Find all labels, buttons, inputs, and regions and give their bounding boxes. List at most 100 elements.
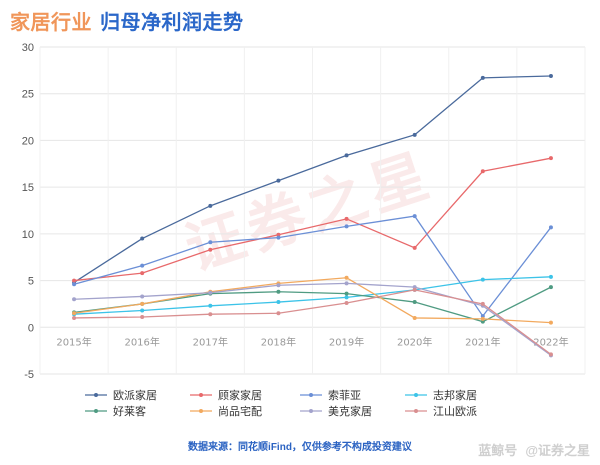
data-point xyxy=(72,278,77,283)
legend-marker xyxy=(309,393,313,397)
y-tick-label: 0 xyxy=(28,322,34,334)
brand-2: @证券之星 xyxy=(525,443,590,458)
legend-marker xyxy=(414,409,418,413)
legend-label: 好莱客 xyxy=(113,404,146,418)
data-point xyxy=(140,308,145,313)
data-point xyxy=(72,297,77,302)
brand-1: 蓝鲸号 xyxy=(478,443,518,458)
series-line xyxy=(74,289,552,355)
series-line xyxy=(73,75,551,283)
data-point xyxy=(480,277,485,282)
data-point xyxy=(412,287,417,292)
legend-marker xyxy=(414,393,418,397)
title-part-2: 归母净利润走势 xyxy=(100,12,244,34)
x-tick-label: 2017年 xyxy=(193,335,228,348)
data-point xyxy=(412,285,417,290)
data-point xyxy=(276,232,281,237)
data-point xyxy=(276,311,281,316)
data-point xyxy=(276,235,281,240)
legend-label: 志邦家居 xyxy=(433,388,477,402)
x-tick-label: 2020年 xyxy=(397,335,432,348)
y-tick-label: 15 xyxy=(22,182,34,194)
data-point xyxy=(208,312,213,317)
data-point xyxy=(548,320,553,325)
x-tick-label: 2018年 xyxy=(261,335,296,348)
data-point xyxy=(276,178,281,183)
legend-label: 江山欧派 xyxy=(433,405,477,418)
brand-watermark: 蓝鲸号 @证券之星 xyxy=(478,440,590,459)
data-point xyxy=(140,301,145,306)
legend-label: 欧派家居 xyxy=(113,388,157,402)
y-tick-label: 10 xyxy=(22,229,34,241)
data-point xyxy=(276,283,281,288)
legend-label: 美克家居 xyxy=(328,404,372,418)
data-point xyxy=(344,275,349,280)
data-point xyxy=(548,352,553,357)
data-point xyxy=(480,314,485,319)
x-tick-label: 2019年 xyxy=(329,335,364,348)
data-point xyxy=(208,303,213,308)
series-line xyxy=(74,282,552,356)
data-point xyxy=(344,281,349,286)
data-point xyxy=(344,291,349,296)
data-point xyxy=(412,132,417,137)
legend-label: 顾家家居 xyxy=(218,388,262,402)
y-tick-label: 5 xyxy=(28,276,34,288)
data-point xyxy=(480,301,485,306)
series-line xyxy=(73,277,551,324)
data-point xyxy=(140,315,145,320)
x-tick-label: 2022年 xyxy=(533,335,568,348)
data-point xyxy=(344,300,349,305)
y-tick-label: 20 xyxy=(22,135,34,147)
data-point xyxy=(140,236,145,241)
y-tick-label: 30 xyxy=(22,42,34,54)
series-line xyxy=(74,276,551,315)
data-point xyxy=(480,319,485,324)
data-point xyxy=(412,245,417,250)
data-point xyxy=(548,274,553,279)
x-tick-label: 2021年 xyxy=(465,335,500,348)
legend-label: 索菲亚 xyxy=(328,388,361,402)
data-point xyxy=(480,75,485,80)
x-tick-label: 2016年 xyxy=(124,335,159,348)
data-point xyxy=(412,214,417,219)
data-point xyxy=(344,224,349,229)
data-point xyxy=(344,153,349,158)
chart-title: 家居行业 归母净利润走势 xyxy=(10,6,244,35)
data-point xyxy=(480,316,485,321)
data-point xyxy=(208,247,213,252)
legend-marker xyxy=(94,393,98,397)
data-point xyxy=(548,225,553,230)
data-point xyxy=(276,289,281,294)
title-part-1: 家居行业 xyxy=(10,12,92,34)
data-point xyxy=(208,240,213,245)
data-point xyxy=(208,290,213,295)
series-line xyxy=(73,157,552,282)
series-line xyxy=(73,215,552,318)
data-point xyxy=(412,300,417,305)
data-point xyxy=(140,271,145,276)
y-tick-label: 25 xyxy=(22,89,34,101)
data-point xyxy=(208,203,213,208)
y-tick-label: -5 xyxy=(24,369,34,381)
data-point xyxy=(72,282,77,287)
data-point xyxy=(480,169,485,174)
data-point xyxy=(548,156,553,161)
legend-marker xyxy=(309,409,313,413)
legend-marker xyxy=(199,409,203,413)
data-source-note: 数据来源：同花顺iFind，仅供参考不构成投资建议 xyxy=(188,442,412,453)
data-point xyxy=(276,300,281,305)
data-point xyxy=(344,295,349,300)
legend-marker xyxy=(199,393,203,397)
data-point xyxy=(72,315,77,320)
data-point xyxy=(140,294,145,299)
data-point xyxy=(548,73,553,78)
data-point xyxy=(412,315,417,320)
legend-label: 尚品宅配 xyxy=(218,404,262,418)
data-point xyxy=(72,311,77,316)
data-point xyxy=(344,216,349,221)
x-tick-label: 2015年 xyxy=(56,335,91,348)
data-point xyxy=(140,263,145,268)
data-point xyxy=(548,285,553,290)
